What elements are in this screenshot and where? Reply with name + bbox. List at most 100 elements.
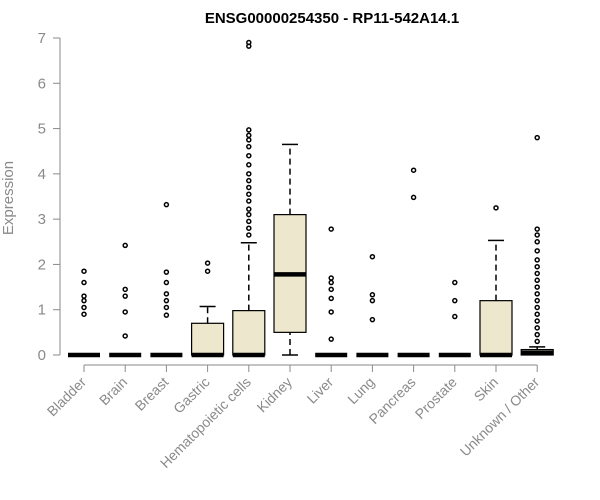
outlier-point	[163, 291, 170, 297]
outlier-point	[369, 316, 376, 323]
outlier-point	[534, 277, 540, 284]
outlier-point	[534, 263, 540, 270]
outlier-point	[534, 257, 540, 263]
outlier-point	[328, 295, 334, 302]
outlier-point	[81, 297, 87, 304]
y-tick-label: 2	[38, 256, 46, 273]
box-iqr	[191, 322, 225, 356]
outlier-point	[81, 293, 87, 299]
y-tick-label: 5	[38, 121, 46, 138]
outlier-point	[246, 137, 252, 143]
y-tick-label: 0	[38, 347, 46, 364]
box-skin	[479, 205, 513, 358]
outlier-point	[246, 177, 252, 184]
box-lung	[356, 253, 389, 358]
outlier-point	[246, 206, 252, 212]
outlier-point	[204, 260, 211, 266]
outlier-point	[534, 311, 540, 317]
y-tick-label: 6	[38, 75, 46, 92]
outlier-point	[246, 191, 252, 197]
box-unknown-other	[520, 134, 554, 356]
outlier-point	[328, 226, 334, 232]
outlier-point	[328, 309, 334, 315]
outlier-point	[534, 284, 540, 290]
outlier-point	[122, 333, 128, 339]
y-axis: 0 1 2 3 4 5 6 7	[38, 30, 61, 364]
box-pancreas	[397, 167, 430, 358]
outlier-point	[122, 293, 128, 299]
outlier-point	[328, 336, 334, 342]
outlier-point	[452, 279, 458, 286]
outlier-point	[81, 279, 87, 286]
outlier-point	[534, 338, 540, 345]
x-tick-label: Kidney	[254, 374, 296, 416]
outlier-point	[410, 194, 417, 201]
outlier-point	[163, 201, 170, 208]
boxes-group	[68, 39, 554, 358]
outlier-point	[204, 268, 211, 274]
x-tick-label: Breast	[132, 374, 172, 414]
outlier-point	[534, 270, 540, 277]
box-breast	[150, 201, 183, 358]
box-iqr	[232, 310, 266, 356]
outlier-point	[534, 134, 540, 141]
outlier-point	[369, 297, 376, 304]
outlier-point	[534, 331, 540, 338]
outlier-point	[122, 309, 128, 315]
box-bladder	[68, 268, 100, 358]
outlier-point	[534, 318, 540, 324]
outlier-point	[328, 275, 334, 281]
x-tick-label: Skin	[471, 374, 502, 405]
x-tick-label: Liver	[304, 374, 337, 407]
box-iqr	[479, 300, 513, 356]
outlier-point	[534, 297, 540, 304]
y-axis-label: Expression	[0, 161, 17, 235]
outlier-point	[246, 198, 252, 204]
outlier-point	[493, 205, 499, 211]
outlier-point	[163, 279, 170, 286]
outlier-point	[534, 232, 540, 238]
outlier-point	[122, 286, 128, 293]
outlier-point	[246, 127, 252, 133]
chart-title: ENSG00000254350 - RP11-542A14.1	[205, 10, 459, 27]
outlier-point	[246, 225, 252, 231]
outlier-point	[246, 218, 252, 225]
outlier-point	[369, 292, 376, 298]
x-tick-label: Lung	[344, 374, 377, 407]
x-tick-label: Brain	[96, 374, 130, 408]
outlier-point	[452, 297, 458, 304]
box-kidney	[273, 143, 307, 356]
outlier-point	[81, 268, 87, 274]
outlier-point	[163, 297, 170, 304]
outlier-point	[246, 143, 252, 150]
outlier-point	[246, 132, 252, 139]
outlier-point	[452, 313, 458, 320]
x-tick-label: Bladder	[44, 374, 90, 420]
outlier-point	[163, 269, 170, 275]
outlier-point	[246, 171, 252, 177]
y-tick-label: 7	[38, 30, 46, 47]
outlier-point	[163, 312, 170, 318]
outlier-point	[328, 279, 334, 286]
outlier-point	[246, 232, 252, 238]
outlier-point	[246, 184, 252, 191]
y-tick-label: 1	[38, 302, 46, 319]
box-hematopoietic-cells	[232, 39, 266, 358]
outlier-point	[246, 152, 252, 159]
outlier-point	[410, 167, 417, 173]
outlier-point	[534, 248, 540, 254]
outlier-point	[246, 211, 252, 218]
y-tick-label: 3	[38, 211, 46, 228]
outlier-point	[534, 304, 540, 311]
x-tick-label: Prostate	[412, 374, 460, 422]
box-brain	[109, 242, 142, 358]
y-tick-label: 4	[38, 166, 46, 183]
outlier-point	[328, 286, 334, 293]
outlier-point	[534, 325, 540, 331]
box-prostate	[438, 279, 471, 358]
outlier-point	[246, 39, 252, 46]
outlier-point	[369, 253, 376, 260]
outlier-point	[122, 242, 128, 249]
